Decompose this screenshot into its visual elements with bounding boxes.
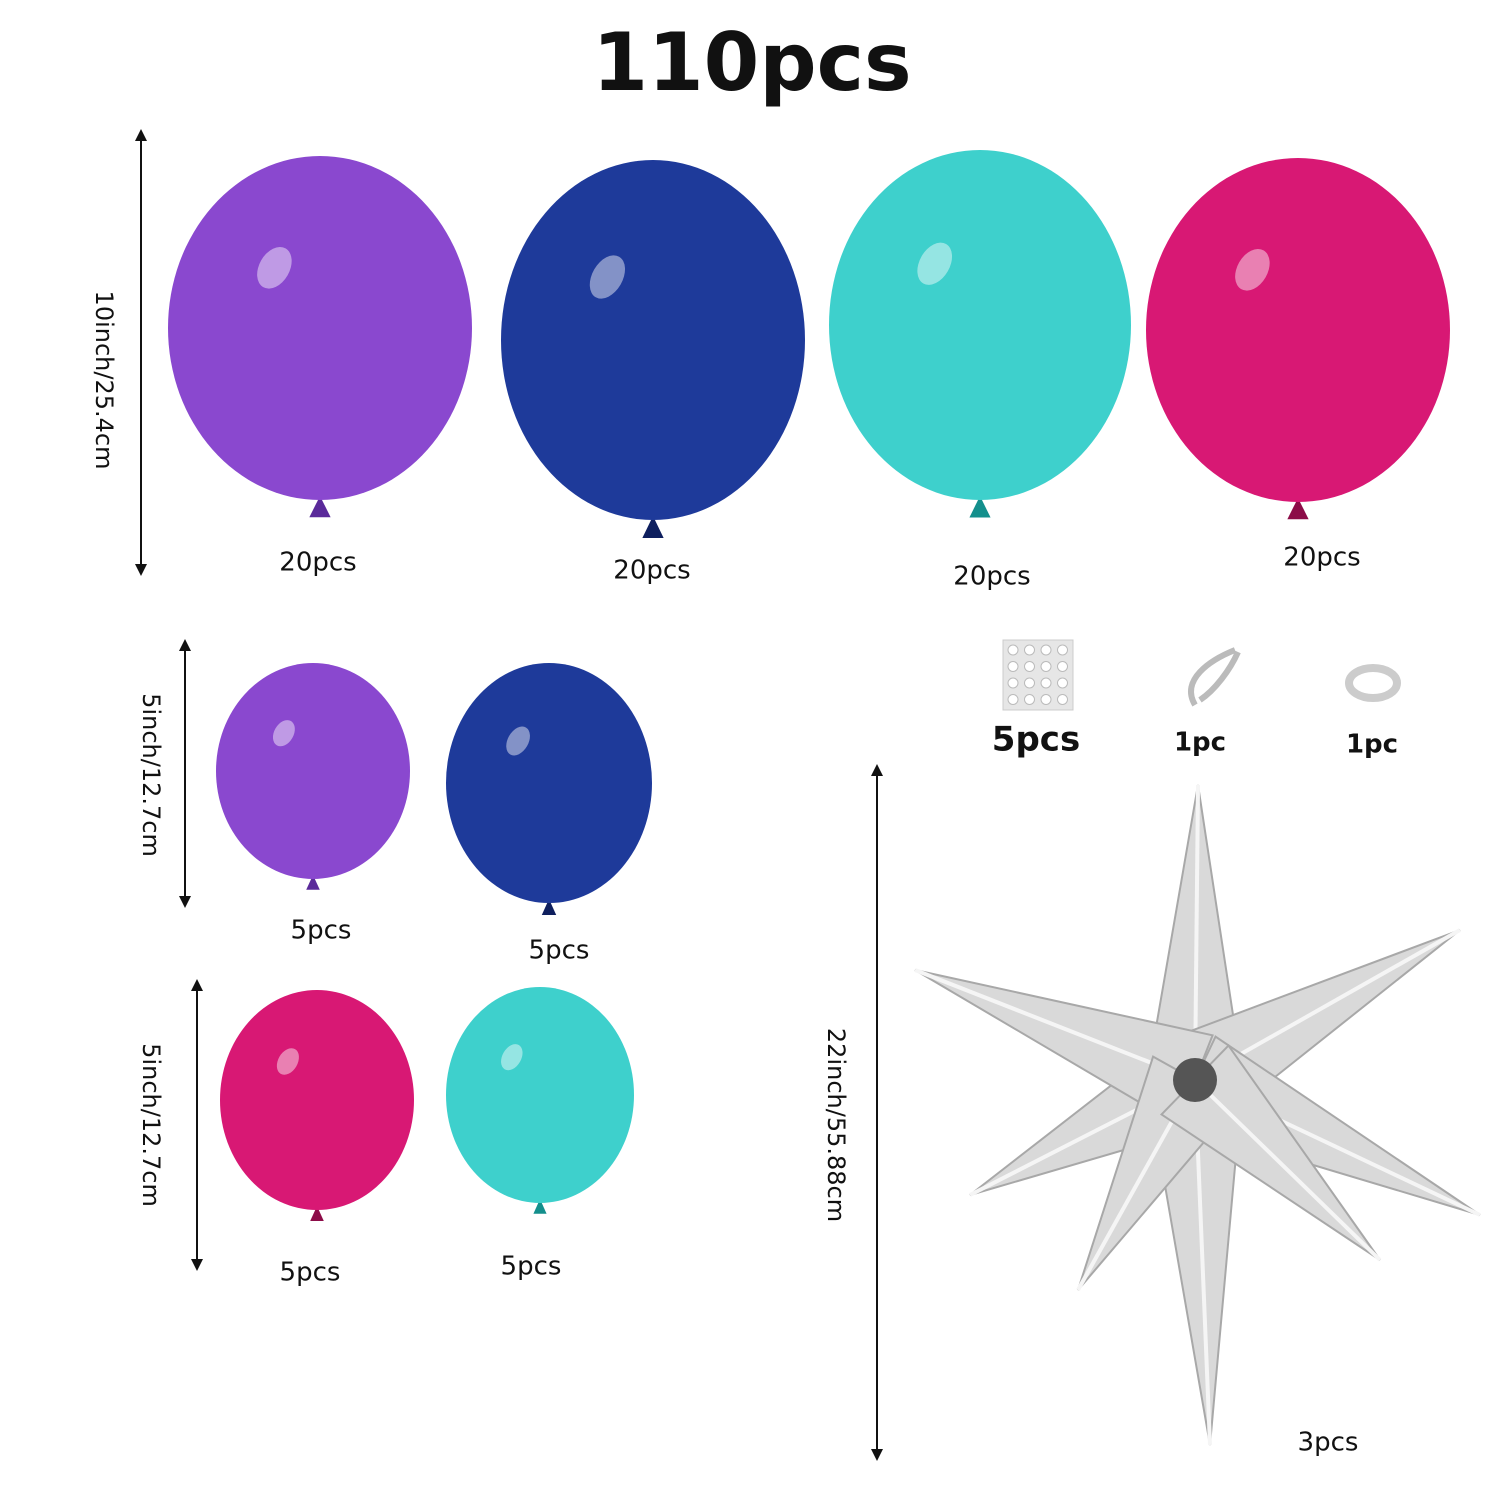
count-label: 20pcs [279, 548, 356, 578]
star-crease [914, 968, 1196, 1082]
balloon-knot [541, 899, 557, 915]
ribbon-roll [1345, 664, 1401, 702]
glue-dot [1024, 677, 1035, 689]
glue-dot [1057, 644, 1068, 656]
balloon-strip [1188, 647, 1241, 707]
accessory-label: 1pc [1346, 730, 1398, 760]
illustrations [135, 129, 1481, 1461]
glue-dot [1024, 661, 1035, 672]
balloon-highlight [917, 242, 953, 285]
balloon-highlight [1235, 248, 1270, 291]
count-label: 5pcs [280, 1258, 341, 1288]
balloon-highlight [257, 246, 292, 289]
glue-dot [1007, 644, 1019, 656]
balloon-highlight [276, 1048, 299, 1075]
star-center [1173, 1058, 1217, 1102]
count-label: 5pcs [529, 936, 590, 966]
balloon-knot [306, 875, 320, 890]
dimension-label: 5inch/12.7cm [137, 693, 165, 857]
count-label: 20pcs [613, 556, 690, 586]
accessory-label: 5pcs [992, 720, 1080, 760]
balloon [829, 150, 1131, 500]
dimension-label: 22inch/55.88cm [822, 1028, 850, 1222]
count-label: 5pcs [291, 916, 352, 946]
balloon-knot [309, 496, 331, 518]
star-crease [1193, 1078, 1382, 1262]
glue-dot [1040, 677, 1052, 689]
balloon-highlight [501, 1044, 523, 1071]
glue-dot [1040, 644, 1052, 656]
count-label: 5pcs [501, 1252, 562, 1282]
balloon [1146, 158, 1450, 502]
dimension-label: 10inch/25.4cm [90, 291, 118, 470]
balloon-knot [969, 496, 991, 518]
glue-dot [1024, 644, 1035, 656]
title: 110pcs [592, 16, 911, 109]
dimension-label: 5inch/12.7cm [137, 1043, 165, 1207]
glue-dot [1007, 661, 1019, 672]
count-label: 20pcs [953, 562, 1030, 592]
balloon-knot [642, 516, 664, 538]
glue-dot [1007, 677, 1019, 689]
balloon [168, 156, 472, 500]
glue-dot [1040, 661, 1052, 672]
glue-dot [1057, 694, 1068, 705]
glue-dot [1007, 694, 1019, 705]
balloon [501, 160, 805, 520]
balloon [216, 663, 410, 879]
balloon [220, 990, 414, 1210]
balloon-highlight [272, 720, 295, 747]
glue-dot [1040, 694, 1052, 705]
count-label: 3pcs [1298, 1428, 1359, 1458]
glue-dot [1024, 694, 1035, 705]
balloon [446, 663, 652, 903]
balloon-highlight [506, 726, 530, 756]
glue-dot [1057, 677, 1068, 689]
balloon-knot [533, 1199, 547, 1214]
count-label: 20pcs [1283, 543, 1360, 573]
balloon-knot [310, 1206, 324, 1221]
balloon [446, 987, 634, 1203]
accessory-label: 1pc [1174, 728, 1226, 758]
balloon-highlight [589, 255, 626, 299]
glue-dot [1057, 661, 1068, 672]
balloon-knot [1287, 498, 1309, 520]
